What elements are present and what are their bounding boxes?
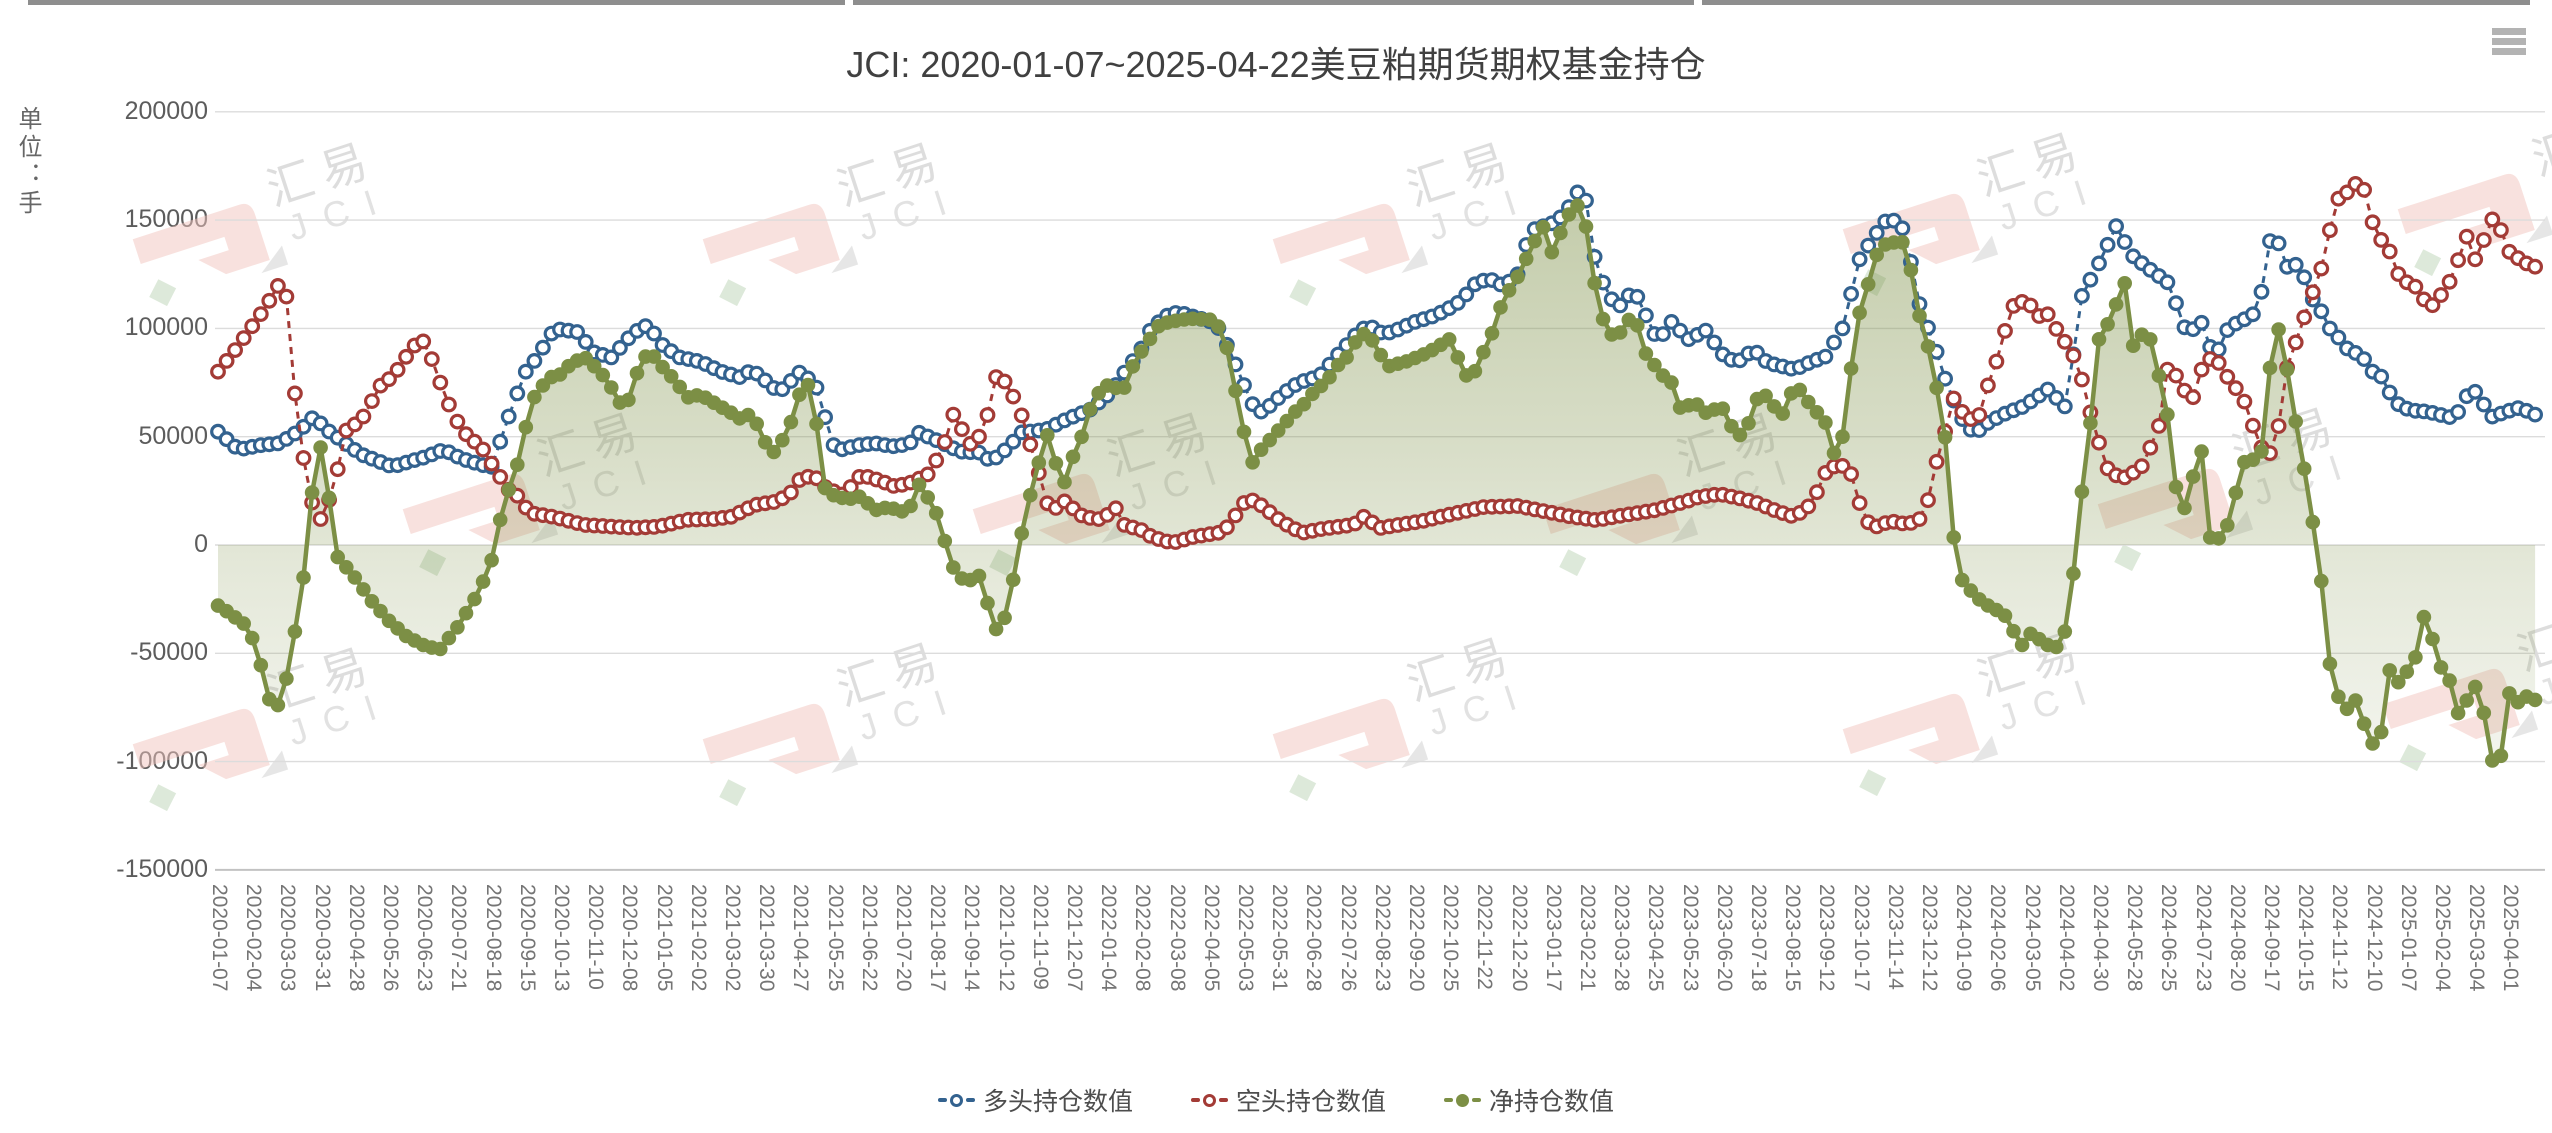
y-tick-label: 200000 <box>124 96 208 125</box>
legend-marker-net-icon <box>1444 1093 1481 1107</box>
y-tick-label: 50000 <box>138 421 208 450</box>
chart-title: JCI: 2020-01-07~2025-04-22美豆粕期货期权基金持仓 <box>846 44 1706 85</box>
jci-logo-icon <box>702 203 859 307</box>
top-border-gap <box>845 0 853 5</box>
hamburger-menu-icon[interactable] <box>2492 28 2526 55</box>
jci-logo-icon <box>1842 693 1999 797</box>
top-border-gap <box>1694 0 1702 5</box>
jci-logo-icon <box>702 703 859 807</box>
legend-item-long[interactable]: 多头持仓数值 <box>937 1082 1133 1118</box>
net-series-area <box>218 205 2536 761</box>
y-tick-label: -150000 <box>116 854 208 883</box>
y-tick-label: 100000 <box>124 313 208 342</box>
series-layer <box>210 175 2544 768</box>
y-axis-unit-label: 单位：手 <box>14 106 41 218</box>
y-tick-label: -50000 <box>130 638 208 667</box>
legend-marker-short-icon <box>1190 1093 1228 1107</box>
legend-label-long: 多头持仓数值 <box>982 1088 1133 1116</box>
legend-item-net[interactable]: 净持仓数值 <box>1444 1082 1614 1118</box>
legend: 多头持仓数值 空头持仓数值 净持仓数值 <box>0 1082 2552 1118</box>
y-tick-label: 0 <box>194 530 208 558</box>
legend-marker-long-icon <box>937 1093 975 1107</box>
legend-item-short[interactable]: 空头持仓数值 <box>1190 1082 1386 1118</box>
jci-logo-icon <box>132 203 289 307</box>
top-border-bar <box>28 0 2530 5</box>
legend-label-short: 空头持仓数值 <box>1235 1088 1386 1116</box>
legend-label-net: 净持仓数值 <box>1489 1088 1615 1116</box>
net-series-markers <box>210 198 2543 768</box>
short-series-markers <box>210 175 2544 550</box>
jci-logo-icon <box>1272 203 1429 307</box>
